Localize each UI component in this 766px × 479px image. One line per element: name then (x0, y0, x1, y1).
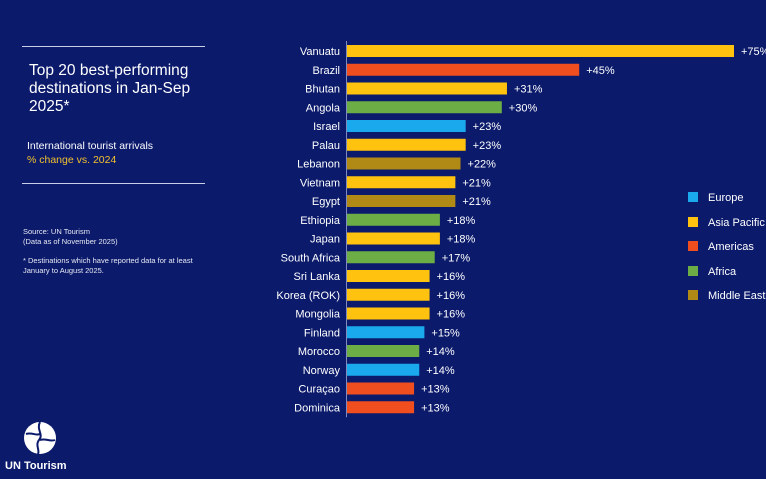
category-label: Angola (306, 102, 341, 114)
source-note: Source: UN Tourism (Data as of November … (23, 227, 118, 247)
category-label: Vanuatu (300, 46, 340, 58)
value-label: +16% (437, 290, 466, 302)
bar (347, 195, 456, 207)
category-label: South Africa (281, 252, 341, 264)
bar (347, 307, 430, 320)
value-label: +17% (442, 252, 471, 264)
legend-label: Africa (708, 265, 737, 278)
category-label: Finland (304, 327, 340, 339)
un-tourism-logo-icon (24, 421, 56, 455)
legend-label: Asia Pacific (708, 216, 765, 229)
chart-subtitle: International tourist arrivals % change … (27, 139, 153, 167)
subtitle-unit: % change vs. 2024 (27, 154, 117, 166)
value-label: +18% (447, 215, 476, 227)
bar (347, 138, 466, 151)
bar (347, 120, 466, 132)
category-label: Norway (303, 365, 341, 377)
bar (347, 401, 415, 414)
category-label: Bhutan (305, 84, 340, 96)
bar (347, 101, 502, 114)
value-label: +75% (741, 46, 766, 58)
subtitle-measure: International tourist arrivals (27, 140, 154, 152)
category-label: Palau (312, 140, 340, 152)
bar (347, 382, 415, 395)
bar (347, 288, 430, 301)
legend-label: Europe (708, 192, 744, 204)
legend-item: Middle East (688, 290, 765, 302)
value-label: +21% (462, 196, 491, 208)
value-label: +23% (473, 140, 502, 152)
category-label: Brazil (312, 65, 340, 77)
bar (347, 326, 425, 339)
legend-item: Europe (688, 192, 743, 204)
category-label: Egypt (312, 196, 340, 208)
value-label: +14% (426, 346, 455, 358)
bar (347, 176, 456, 189)
legend-swatch (688, 265, 698, 276)
value-label: +31% (514, 84, 543, 96)
source-text: Source: UN Tourism (23, 227, 90, 236)
value-label: +13% (421, 384, 450, 396)
bar (347, 345, 420, 357)
bar (347, 63, 580, 76)
bar (347, 270, 430, 282)
value-label: +22% (468, 159, 497, 171)
bar (347, 45, 734, 57)
category-label: Israel (313, 121, 340, 133)
bar (347, 232, 440, 245)
value-label: +45% (586, 65, 615, 77)
bar (347, 251, 435, 264)
value-label: +13% (421, 402, 450, 414)
value-label: +14% (426, 365, 455, 377)
data-date-text: (Data as of November 2025) (23, 237, 118, 246)
category-label: Vietnam (300, 177, 340, 189)
top-divider (22, 46, 205, 47)
bar (347, 213, 440, 226)
value-label: +30% (509, 102, 538, 114)
category-label: Lebanon (297, 159, 340, 171)
value-label: +15% (431, 327, 460, 339)
value-label: +16% (437, 271, 466, 283)
bar (347, 363, 420, 376)
legend-label: Middle East (708, 290, 766, 302)
value-label: +21% (462, 177, 491, 189)
legend-item: Asia Pacific (688, 216, 765, 229)
category-label: Sri Lanka (294, 271, 341, 283)
category-label: Morocco (298, 346, 340, 358)
category-label: Mongolia (295, 309, 341, 321)
legend-swatch (688, 241, 698, 251)
value-label: +23% (473, 121, 502, 133)
bar (347, 82, 507, 95)
value-label: +18% (447, 234, 476, 246)
chart-title: Top 20 best-performing destinations in J… (29, 62, 191, 115)
legend-swatch (688, 192, 698, 202)
bar (347, 157, 461, 170)
legend-label: Americas (708, 241, 754, 253)
category-label: Japan (310, 234, 340, 246)
legend-item: Africa (688, 265, 737, 278)
category-label: Ethiopia (300, 215, 341, 227)
bottom-divider (22, 183, 205, 184)
category-label: Curaçao (298, 384, 340, 396)
legend-swatch (688, 216, 698, 227)
legend-swatch (688, 290, 698, 300)
category-label: Korea (ROK) (276, 290, 340, 302)
value-label: +16% (437, 309, 466, 321)
footnote: * Destinations which have reported data … (23, 256, 193, 275)
legend-item: Americas (688, 241, 754, 253)
logo-text: UN Tourism (5, 460, 67, 472)
category-label: Dominica (294, 402, 341, 414)
